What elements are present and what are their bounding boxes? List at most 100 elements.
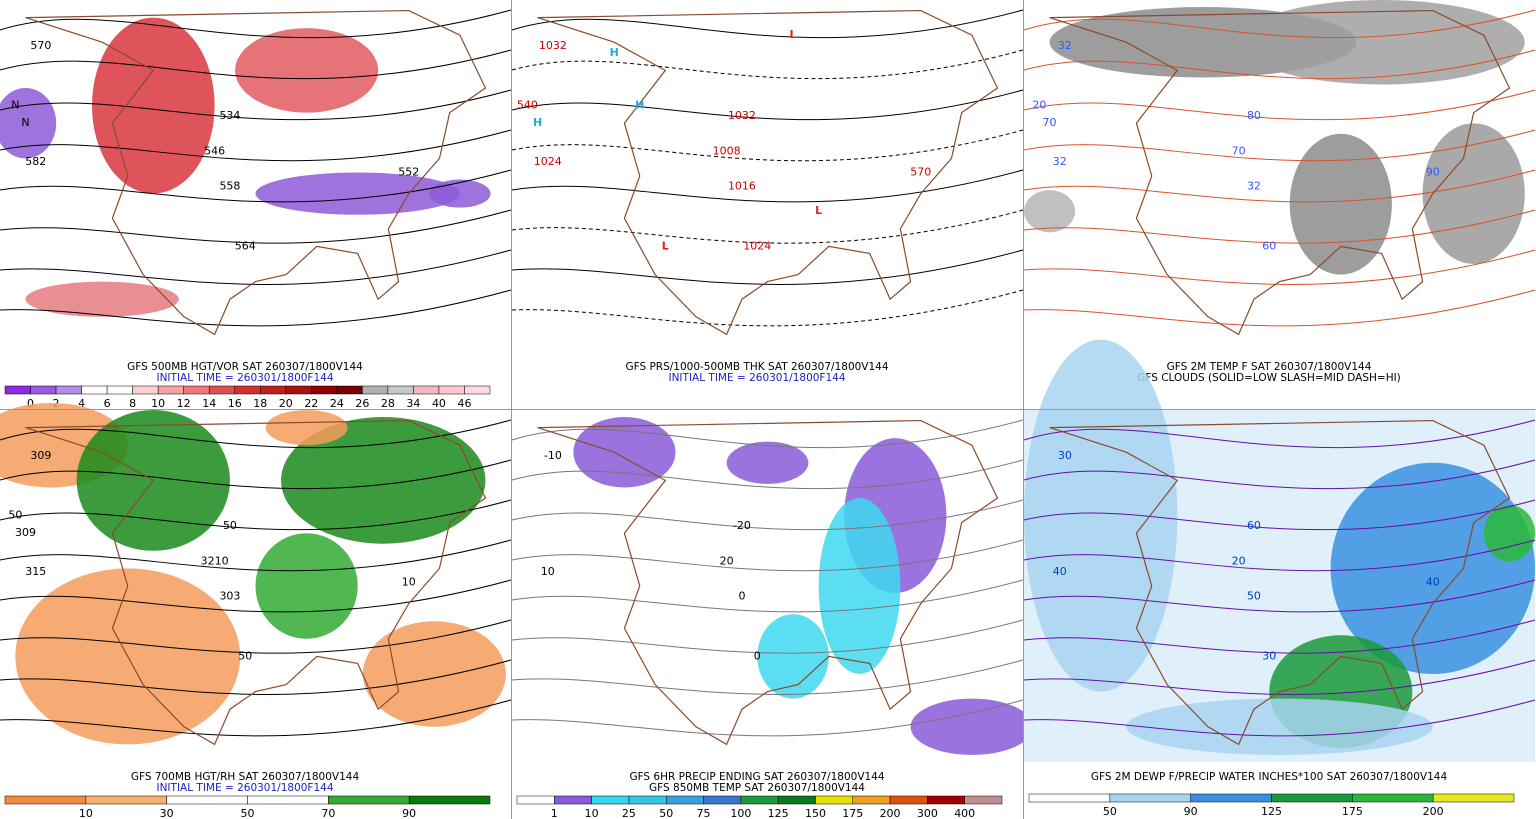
caption: INITIAL TIME = 260301/1800F144 <box>668 372 845 384</box>
contour-line <box>0 419 512 449</box>
land-outline <box>1049 9 1511 336</box>
caption: GFS 850MB TEMP SAT 260307/1800V144 <box>649 782 865 794</box>
contour-line <box>1023 49 1536 80</box>
colorbar-swatch <box>1432 793 1515 803</box>
map-label: 303 <box>219 590 240 603</box>
colorbar-swatch <box>311 385 338 395</box>
contour-line <box>511 169 1024 203</box>
colorbar-swatch <box>260 385 287 395</box>
map-label: 30 <box>1058 449 1072 462</box>
caption: INITIAL TIME = 260301/1800F144 <box>156 782 333 794</box>
map-label: 534 <box>219 109 240 122</box>
field-shading <box>910 698 1034 755</box>
contour-line <box>511 419 1024 449</box>
land-outline <box>537 419 999 746</box>
map-label: N <box>11 99 19 112</box>
field-shading <box>1289 133 1392 275</box>
contour-line <box>1023 499 1536 531</box>
caption: GFS CLOUDS (SOLID=LOW SLASH=MID DASH=HI) <box>1137 372 1401 384</box>
colorbar-label: 12 <box>177 397 191 410</box>
map-label: 70 <box>1043 116 1057 129</box>
colorbar-label: 46 <box>457 397 471 410</box>
colorbar-label: 24 <box>330 397 344 410</box>
contour-line <box>511 9 1024 39</box>
field-shading <box>1483 505 1535 562</box>
colorbar-swatch <box>815 795 854 805</box>
field-shading <box>362 621 506 727</box>
contour-line <box>511 459 1024 490</box>
contour-line <box>0 209 512 244</box>
colorbar-swatch <box>438 385 465 395</box>
colorbar-label: 150 <box>805 807 826 819</box>
colorbar-swatch <box>208 385 235 395</box>
colorbar-label: 6 <box>104 397 111 410</box>
colorbar-label: 10 <box>585 807 599 819</box>
map-label: 0 <box>738 590 745 603</box>
colorbar-label: 40 <box>432 397 446 410</box>
contour-line <box>0 539 512 572</box>
map-label: 546 <box>204 144 225 157</box>
map-label: N <box>21 116 29 129</box>
contour-line <box>511 129 1024 162</box>
colorbar-label: 4 <box>78 397 85 410</box>
panel: 30 40 50 20 60 30 40 GFS 2M DEWP F/PRECIP WATER… <box>1023 339 1536 818</box>
map-label: 582 <box>25 155 46 168</box>
contour-line <box>0 169 512 203</box>
map-label: 558 <box>219 180 240 193</box>
field-shading <box>0 88 57 159</box>
field-shading <box>1024 190 1076 233</box>
contour-line <box>0 129 512 162</box>
colorbar-swatch <box>387 385 414 395</box>
map-label: L <box>790 28 797 41</box>
colorbar-swatch <box>132 385 159 395</box>
map-label: 20 <box>1032 99 1046 112</box>
map-label: 309 <box>30 449 51 462</box>
panel: 570 582 558 546 534 564 552 NN GFS 500MB HGT/VOR… <box>0 0 512 410</box>
field-shading <box>265 410 348 446</box>
map-label: 540 <box>517 99 538 112</box>
colorbar-label: 10 <box>79 807 93 819</box>
field-shading <box>573 417 676 488</box>
colorbar-label: 14 <box>202 397 216 410</box>
colorbar-swatch <box>55 385 82 395</box>
contour-line <box>1023 209 1536 244</box>
panel: 309 315 303 3210 50 50 10 50 309 GFS 700MB HGT/RH… <box>0 402 512 819</box>
caption: INITIAL TIME = 260301/1800F144 <box>156 372 333 384</box>
caption: GFS 2M DEWP F/PRECIP WATER INCHES*100 SA… <box>1091 771 1448 783</box>
colorbar-label: 30 <box>160 807 174 819</box>
map-label: 90 <box>1426 165 1440 178</box>
map-label: 70 <box>1232 144 1246 157</box>
field-shading <box>1238 0 1525 85</box>
colorbar-label: 8 <box>129 397 136 410</box>
colorbar-label: 125 <box>1261 805 1282 818</box>
map-label: H <box>610 46 619 59</box>
contour-line <box>511 49 1024 80</box>
colorbar-swatch <box>362 385 389 395</box>
contour-line <box>1023 89 1536 121</box>
map-label: 30 <box>1262 649 1276 662</box>
colorbar-swatch <box>1109 793 1191 803</box>
map-label: 1032 <box>728 109 756 122</box>
map-label: 20 <box>720 554 734 567</box>
contour-line <box>511 619 1024 654</box>
colorbar-swatch <box>1271 793 1353 803</box>
contour-line <box>0 249 512 285</box>
contour-line <box>1023 539 1536 572</box>
colorbar-label: 28 <box>381 397 395 410</box>
colorbar-swatch <box>516 795 555 805</box>
field-shading <box>255 172 460 215</box>
contour-line <box>511 89 1024 121</box>
map-label: 32 <box>1058 39 1072 52</box>
contour-line <box>1023 129 1536 162</box>
map-label: 40 <box>1053 565 1067 578</box>
colorbar-swatch <box>157 385 184 395</box>
field-shading <box>255 533 358 639</box>
map-label: 10 <box>402 575 416 588</box>
colorbar-label: 200 <box>1423 805 1444 818</box>
map-label: H <box>635 99 644 112</box>
contour-line <box>511 699 1024 737</box>
colorbar-label: 1 <box>551 807 558 819</box>
map-label: 309 <box>15 526 36 539</box>
map-label: 570 <box>30 39 51 52</box>
